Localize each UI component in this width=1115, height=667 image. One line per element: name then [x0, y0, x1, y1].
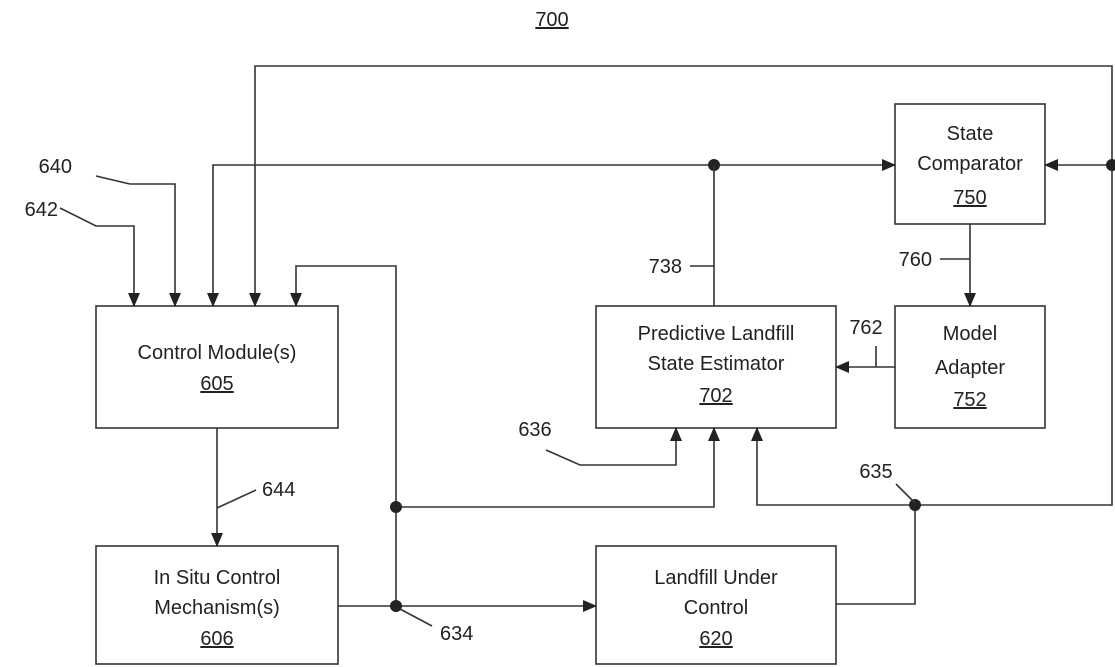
leader-634	[399, 608, 433, 627]
junction-dot	[390, 501, 402, 513]
adapter-label-line-2: Adapter	[935, 357, 1005, 379]
state-comparator-block: State Comparator 750	[894, 103, 1046, 225]
signal-644: 644	[262, 479, 295, 501]
comparator-ref: 750	[953, 187, 986, 209]
figure-number: 700	[535, 9, 568, 31]
leader-644	[216, 489, 257, 509]
in-situ-control-block: In Situ Control Mechanism(s) 606	[95, 545, 339, 665]
in-situ-label-line-1: In Situ Control	[154, 567, 281, 589]
estimator-label-line-2: State Estimator	[648, 353, 785, 375]
in-situ-label-line-2: Mechanism(s)	[154, 597, 280, 619]
signal-634: 634	[440, 623, 473, 645]
control-module-ref: 605	[200, 373, 233, 395]
wire-640	[95, 175, 181, 307]
wire-634-to-control	[290, 265, 397, 606]
leader-635	[895, 483, 916, 504]
feedback-wire-top-loop	[249, 65, 1113, 506]
adapter-ref: 752	[953, 389, 986, 411]
estimator-ref: 702	[699, 385, 732, 407]
state-estimator-block: Predictive Landfill State Estimator 702	[595, 305, 837, 429]
wire-642	[59, 207, 140, 307]
signal-640: 640	[39, 156, 72, 178]
landfill-label-line-1: Landfill Under	[654, 567, 778, 589]
in-situ-ref: 606	[200, 628, 233, 650]
landfill-label-line-2: Control	[684, 597, 748, 619]
control-module-block: Control Module(s) 605	[95, 305, 339, 429]
junction-dot	[390, 600, 402, 612]
estimator-label-line-1: Predictive Landfill	[638, 323, 795, 345]
signal-738: 738	[649, 256, 682, 278]
wire-634-to-estimator	[396, 427, 720, 508]
landfill-ref: 620	[699, 628, 732, 650]
signal-636: 636	[518, 419, 551, 441]
junction-dot	[1106, 159, 1115, 171]
signal-762: 762	[849, 317, 882, 339]
control-module-label: Control Module(s)	[138, 342, 297, 364]
wire-636	[545, 427, 682, 466]
signal-635: 635	[859, 461, 892, 483]
comparator-label-line-2: Comparator	[917, 153, 1023, 175]
adapter-label-line-1: Model	[943, 323, 997, 345]
signal-642: 642	[25, 199, 58, 221]
model-adapter-block: Model Adapter 752	[894, 305, 1046, 429]
landfill-under-control-block: Landfill Under Control 620	[595, 545, 837, 665]
signal-760: 760	[899, 249, 932, 271]
comparator-label-line-1: State	[947, 123, 994, 145]
wire-estimate-to-control	[207, 164, 714, 307]
junction-dot	[909, 499, 921, 511]
